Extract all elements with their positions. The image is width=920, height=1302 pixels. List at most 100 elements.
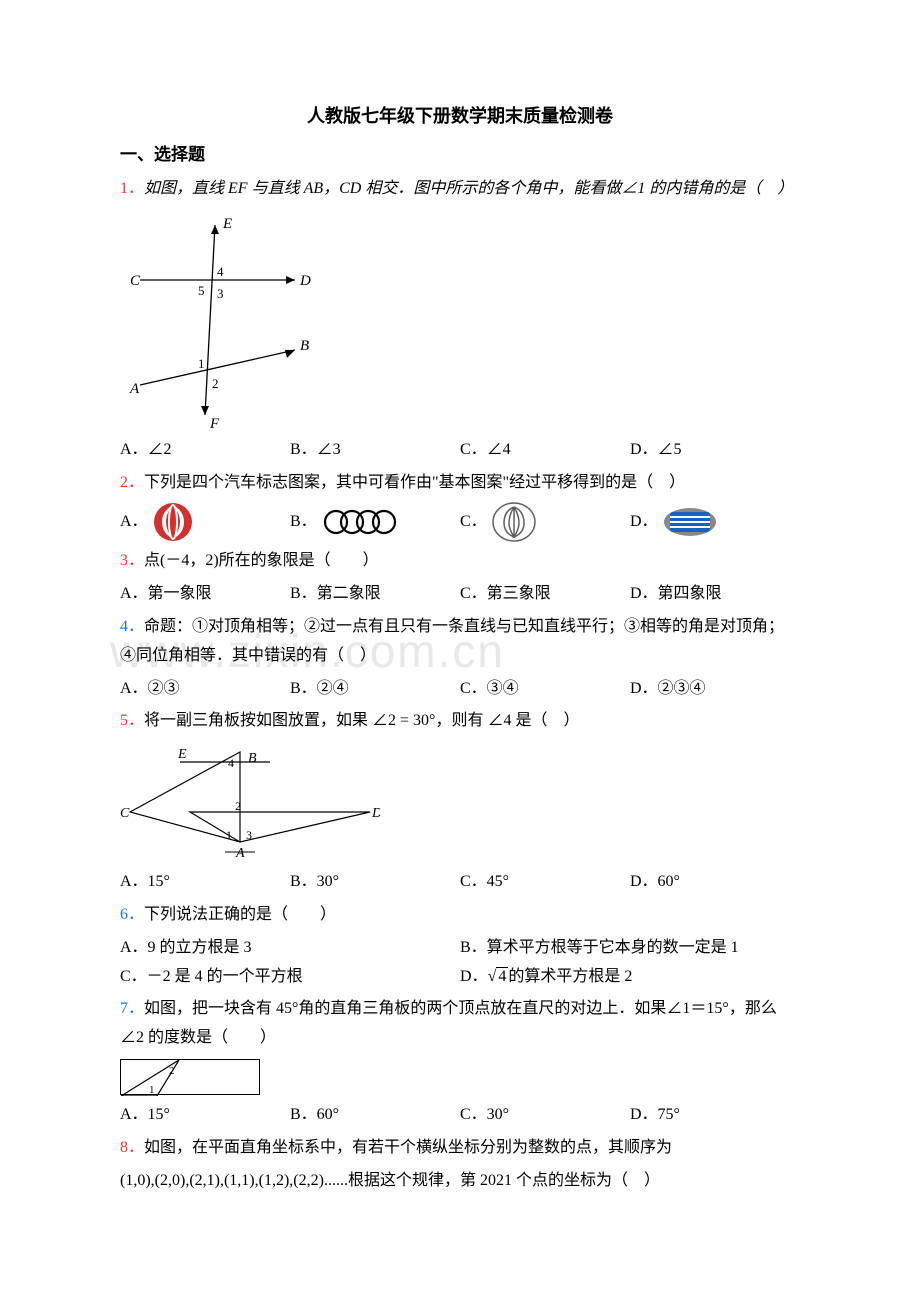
logo-c-icon: [491, 501, 537, 543]
section-heading: 一、选择题: [120, 140, 800, 171]
label-E: E: [177, 747, 187, 762]
qnum: 3．: [120, 552, 144, 569]
opt-c: C．45°: [460, 868, 630, 897]
opt-c: C．30°: [460, 1101, 630, 1130]
sqrt-icon: 4: [488, 963, 509, 992]
q6-options: A．9 的立方根是 3 B．算术平方根等于它本身的数一定是 1 C．－2 是 4…: [120, 934, 800, 992]
question-6: 6．下列说法正确的是（ ）: [120, 901, 800, 930]
opt-d-pre: D．: [460, 963, 488, 992]
label-C: C: [130, 273, 141, 289]
opt-d: D．: [630, 501, 800, 543]
opt-d: D．第四象限: [630, 580, 800, 609]
stem: 如图，把一块含有 45°角的直角三角板的两个顶点放在直尺的对边上．如果∠1＝15…: [120, 1000, 777, 1046]
stem: 点(－4，2)所在的象限是（ ）: [144, 552, 379, 569]
label-B: B: [300, 338, 309, 354]
label-3: 3: [246, 828, 252, 842]
label-2: 2: [212, 376, 219, 391]
qnum: 4．: [120, 618, 144, 635]
opt-c: C．－2 是 4 的一个平方根: [120, 963, 460, 992]
label-2: 2: [235, 799, 241, 813]
label-4: 4: [217, 264, 224, 279]
opt-d-label: D．: [630, 508, 658, 537]
qnum: 6．: [120, 906, 144, 923]
opt-a: A．15°: [120, 1101, 290, 1130]
label-C: C: [120, 806, 130, 821]
q3-options: A．第一象限 B．第二象限 C．第三象限 D．第四象限: [120, 580, 800, 609]
q5-figure: E B C D A 4 2 1 3: [120, 742, 380, 862]
opt-c: C．第三象限: [460, 580, 630, 609]
opt-c: C．: [460, 501, 630, 543]
question-2: 2．下列是四个汽车标志图案，其中可看作由"基本图案"经过平移得到的是（ ）: [120, 469, 800, 498]
question-8: 8．如图，在平面直角坐标系中，有若干个横纵坐标分别为整数的点，其顺序为: [120, 1134, 800, 1163]
opt-b: B．②④: [290, 675, 460, 704]
opt-c: C．∠4: [460, 436, 630, 465]
page-title: 人教版七年级下册数学期末质量检测卷: [120, 100, 800, 132]
q7-figure: 2 1: [120, 1059, 260, 1095]
stem-b: (1,0),(2,0),(2,1),(1,1),(1,2),(2,2).....…: [120, 1172, 660, 1189]
qnum: 5．: [120, 712, 144, 729]
label-1: 1: [149, 1084, 155, 1096]
label-2: 2: [169, 1065, 175, 1077]
question-8b: (1,0),(2,0),(2,1),(1,1),(1,2),(2,2).....…: [120, 1167, 800, 1196]
opt-d: D．②③④: [630, 675, 800, 704]
question-5: 5．将一副三角板按如图放置，如果 ∠2 = 30°，则有 ∠4 是（ ）: [120, 707, 800, 736]
opt-a: A．15°: [120, 868, 290, 897]
qnum: 7．: [120, 1000, 144, 1017]
label-1: 1: [198, 356, 205, 371]
stem: 下列是四个汽车标志图案，其中可看作由"基本图案"经过平移得到的是（ ）: [144, 474, 685, 491]
opt-d: D．∠5: [630, 436, 800, 465]
sqrt-val: 4: [496, 967, 508, 985]
opt-d: D．75°: [630, 1101, 800, 1130]
opt-a-label: A．: [120, 508, 148, 537]
stem: 命题：①对顶角相等；②过一点有且只有一条直线与已知直线平行；③相等的角是对顶角；…: [120, 618, 784, 664]
label-D: D: [371, 806, 380, 821]
q1-figure: E F C D A B 4 5 3 1 2: [120, 210, 320, 430]
opt-c-label: C．: [460, 508, 487, 537]
opt-d-post: 的算术平方根是 2: [508, 963, 632, 992]
qnum: 1．: [120, 180, 144, 197]
label-A: A: [129, 381, 140, 397]
question-7: 7．如图，把一块含有 45°角的直角三角板的两个顶点放在直尺的对边上．如果∠1＝…: [120, 995, 800, 1053]
opt-a: A．②③: [120, 675, 290, 704]
opt-b: B．60°: [290, 1101, 460, 1130]
question-3: 3．点(－4，2)所在的象限是（ ）: [120, 547, 800, 576]
opt-a: A．第一象限: [120, 580, 290, 609]
logo-b-icon: [321, 507, 399, 537]
opt-c: C．③④: [460, 675, 630, 704]
stem: 将一副三角板按如图放置，如果 ∠2 = 30°，则有 ∠4 是（ ）: [144, 712, 579, 729]
label-E: E: [222, 216, 232, 232]
opt-d: D．60°: [630, 868, 800, 897]
opt-b: B．第二象限: [290, 580, 460, 609]
stem: 下列说法正确的是（ ）: [144, 906, 336, 923]
q1-options: A．∠2 B．∠3 C．∠4 D．∠5: [120, 436, 800, 465]
qnum: 8．: [120, 1139, 144, 1156]
label-A: A: [235, 846, 245, 861]
question-4: 4．命题：①对顶角相等；②过一点有且只有一条直线与已知直线平行；③相等的角是对顶…: [120, 613, 800, 671]
stem: 如图，直线 EF 与直线 AB，CD 相交．图中所示的各个角中，能看做∠1 的内…: [144, 180, 793, 197]
stem-a: 如图，在平面直角坐标系中，有若干个横纵坐标分别为整数的点，其顺序为: [144, 1139, 672, 1156]
label-4: 4: [228, 756, 234, 770]
opt-b: B．算术平方根等于它本身的数一定是 1: [460, 934, 800, 963]
opt-b-label: B．: [290, 508, 317, 537]
q2-options: A． B． C． D．: [120, 501, 800, 543]
opt-b: B．∠3: [290, 436, 460, 465]
q5-options: A．15° B．30° C．45° D．60°: [120, 868, 800, 897]
q7-options: A．15° B．60° C．30° D．75°: [120, 1101, 800, 1130]
opt-b: B．: [290, 501, 460, 543]
q4-options: A．②③ B．②④ C．③④ D．②③④: [120, 675, 800, 704]
opt-a: A．: [120, 501, 290, 543]
logo-a-icon: [152, 501, 194, 543]
qnum: 2．: [120, 474, 144, 491]
opt-d: D． 4 的算术平方根是 2: [460, 963, 800, 992]
opt-a: A．∠2: [120, 436, 290, 465]
logo-d-icon: [662, 506, 718, 538]
question-1: 1．如图，直线 EF 与直线 AB，CD 相交．图中所示的各个角中，能看做∠1 …: [120, 175, 800, 204]
label-3: 3: [217, 286, 224, 301]
opt-a: A．9 的立方根是 3: [120, 934, 460, 963]
label-5: 5: [198, 283, 205, 298]
opt-b: B．30°: [290, 868, 460, 897]
label-D: D: [299, 273, 311, 289]
label-1: 1: [226, 828, 232, 842]
label-F: F: [209, 416, 220, 430]
label-B: B: [248, 751, 257, 766]
